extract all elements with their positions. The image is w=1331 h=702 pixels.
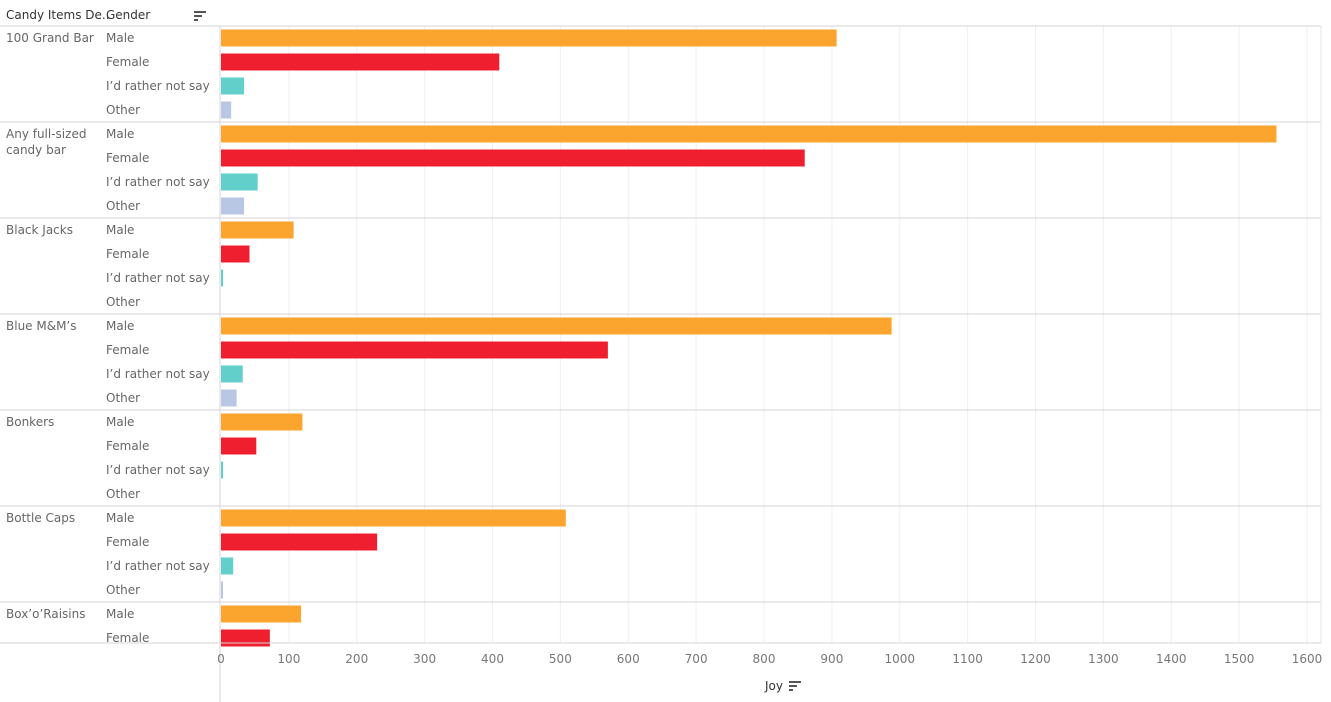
x-tick-label: 0: [217, 652, 225, 666]
candy-label[interactable]: candy bar: [6, 143, 66, 157]
gender-label[interactable]: Male: [106, 511, 134, 525]
bar-other[interactable]: [221, 197, 245, 215]
gender-label[interactable]: Female: [106, 343, 149, 357]
gender-label[interactable]: I’d rather not say: [106, 367, 210, 381]
gender-label[interactable]: Female: [106, 247, 149, 261]
header-gender[interactable]: Gender: [106, 8, 151, 22]
gender-label[interactable]: Other: [106, 487, 140, 501]
x-tick-label: 400: [481, 652, 504, 666]
gender-label[interactable]: Female: [106, 55, 149, 69]
x-tick-label: 300: [413, 652, 436, 666]
x-tick-label: 1100: [952, 652, 983, 666]
bar-i-d-rather-not-say[interactable]: [221, 461, 224, 479]
gender-label[interactable]: Male: [106, 415, 134, 429]
x-tick-label: 600: [617, 652, 640, 666]
bar-male[interactable]: [221, 317, 892, 335]
x-tick-label: 700: [685, 652, 708, 666]
gender-label[interactable]: Male: [106, 319, 134, 333]
bar-female[interactable]: [221, 629, 270, 647]
sort-icon[interactable]: [194, 11, 206, 21]
bar-female[interactable]: [221, 341, 608, 359]
gender-label[interactable]: Female: [106, 151, 149, 165]
header-candy-items[interactable]: Candy Items De..: [6, 8, 110, 22]
bar-male[interactable]: [221, 29, 837, 47]
bar-other[interactable]: [221, 581, 224, 599]
x-tick-label: 1200: [1020, 652, 1051, 666]
gender-label[interactable]: I’d rather not say: [106, 463, 210, 477]
x-tick-label: 500: [549, 652, 572, 666]
candy-label[interactable]: Bonkers: [6, 415, 54, 429]
candy-label[interactable]: Bottle Caps: [6, 511, 75, 525]
bar-i-d-rather-not-say[interactable]: [221, 365, 243, 383]
x-tick-label: 1600: [1292, 652, 1323, 666]
x-axis-sort-icon[interactable]: [789, 681, 801, 691]
bar-female[interactable]: [221, 149, 805, 167]
gender-label[interactable]: Female: [106, 439, 149, 453]
candy-label[interactable]: Box’o’Raisins: [6, 607, 85, 621]
x-tick-label: 900: [820, 652, 843, 666]
bar-male[interactable]: [221, 221, 294, 239]
bar-other[interactable]: [221, 101, 232, 119]
x-tick-label: 200: [345, 652, 368, 666]
gender-label[interactable]: Other: [106, 103, 140, 117]
bar-i-d-rather-not-say[interactable]: [221, 557, 234, 575]
gender-label[interactable]: Male: [106, 223, 134, 237]
x-tick-label: 800: [753, 652, 776, 666]
gender-label[interactable]: Male: [106, 31, 134, 45]
x-tick-label: 1500: [1224, 652, 1255, 666]
bar-female[interactable]: [221, 533, 378, 551]
gender-label[interactable]: Other: [106, 295, 140, 309]
bar-i-d-rather-not-say[interactable]: [221, 269, 224, 287]
gender-label[interactable]: Female: [106, 535, 149, 549]
gender-label[interactable]: Other: [106, 391, 140, 405]
x-axis-label: Joy: [765, 679, 783, 693]
candy-label[interactable]: Black Jacks: [6, 223, 73, 237]
bar-male[interactable]: [221, 605, 302, 623]
bar-female[interactable]: [221, 437, 257, 455]
gender-label[interactable]: I’d rather not say: [106, 559, 210, 573]
bar-male[interactable]: [221, 125, 1277, 143]
x-tick-label: 1000: [884, 652, 915, 666]
candy-label[interactable]: 100 Grand Bar: [6, 31, 94, 45]
gender-label[interactable]: Male: [106, 127, 134, 141]
x-tick-label: 100: [277, 652, 300, 666]
candy-label[interactable]: Blue M&M’s: [6, 319, 77, 333]
bar-male[interactable]: [221, 413, 303, 431]
gender-label[interactable]: Other: [106, 583, 140, 597]
gender-label[interactable]: Other: [106, 199, 140, 213]
bar-other[interactable]: [221, 389, 237, 407]
bar-male[interactable]: [221, 509, 566, 527]
bar-i-d-rather-not-say[interactable]: [221, 77, 245, 95]
candy-label[interactable]: Any full-sized: [6, 127, 86, 141]
x-tick-label: 1400: [1156, 652, 1187, 666]
bar-female[interactable]: [221, 53, 500, 71]
gender-label[interactable]: I’d rather not say: [106, 271, 210, 285]
gender-label[interactable]: Male: [106, 607, 134, 621]
x-tick-label: 1300: [1088, 652, 1119, 666]
bar-female[interactable]: [221, 245, 250, 263]
gender-label[interactable]: Female: [106, 631, 149, 645]
x-axis-title: Joy: [765, 679, 783, 693]
gender-label[interactable]: I’d rather not say: [106, 79, 210, 93]
bar-i-d-rather-not-say[interactable]: [221, 173, 258, 191]
gender-label[interactable]: I’d rather not say: [106, 175, 210, 189]
